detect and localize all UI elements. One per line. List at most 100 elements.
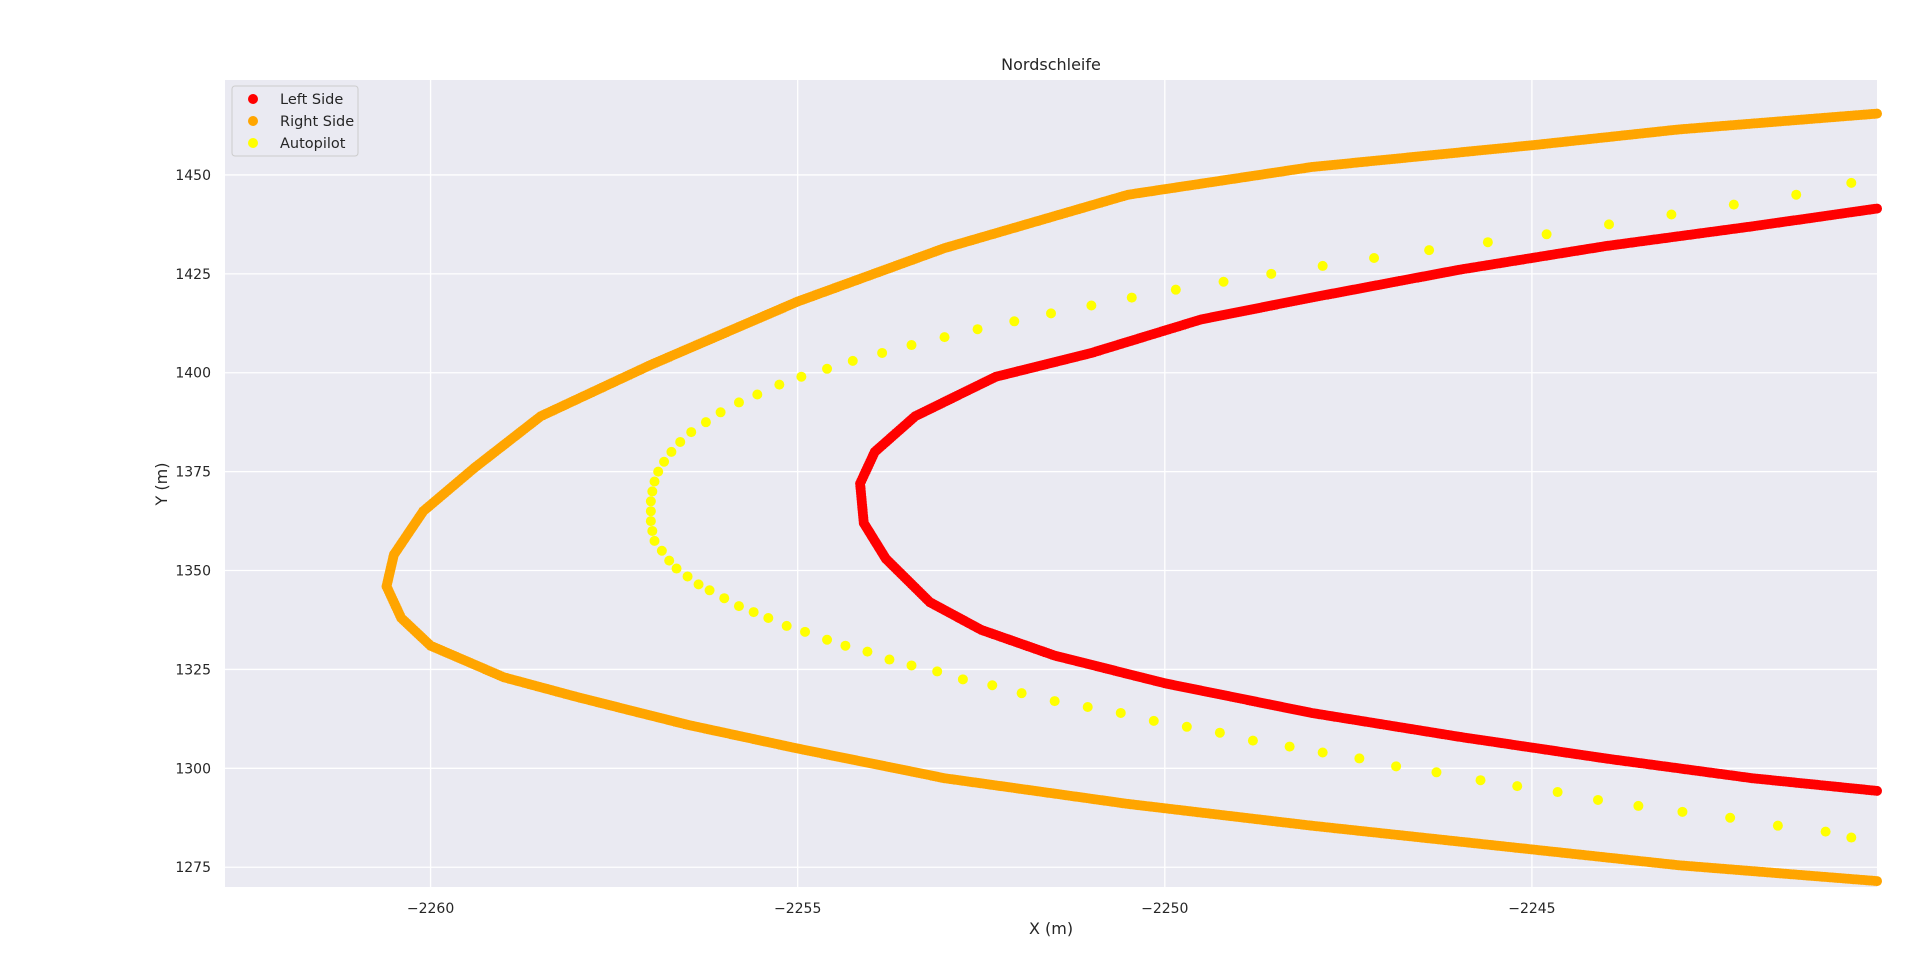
autopilot-point — [700, 417, 711, 428]
autopilot-point — [796, 371, 807, 382]
autopilot-point — [1082, 702, 1093, 713]
autopilot-point — [1677, 806, 1688, 817]
autopilot-point — [884, 654, 895, 665]
autopilot-point — [847, 355, 858, 366]
boundary-point — [1872, 203, 1882, 214]
autopilot-point — [840, 640, 851, 651]
autopilot-point — [1482, 237, 1493, 248]
autopilot-point — [1604, 219, 1615, 230]
autopilot-point — [748, 607, 759, 618]
y-tick-label: 1350 — [175, 564, 211, 580]
autopilot-point — [822, 363, 833, 374]
tick-labels: −2260 −2255 −2250 −2245 1275 1300 1325 1350 1375… — [175, 168, 1555, 917]
autopilot-point — [752, 389, 763, 400]
autopilot-point — [715, 407, 726, 418]
grid-lines — [225, 80, 1877, 887]
autopilot-point — [1016, 688, 1027, 699]
legend-marker-right-side — [248, 116, 258, 126]
autopilot-point — [822, 634, 833, 645]
autopilot-point — [1424, 245, 1435, 256]
chart-title: Nordschleife — [1001, 55, 1101, 74]
autopilot-point — [664, 555, 675, 566]
x-tick-label: −2250 — [1141, 901, 1188, 917]
autopilot-point — [1633, 800, 1644, 811]
autopilot-point — [1772, 820, 1783, 831]
autopilot-point — [781, 620, 792, 631]
legend-marker-left-side — [248, 94, 258, 104]
autopilot-point — [906, 660, 917, 671]
boundary-point — [1872, 108, 1882, 119]
autopilot-point — [645, 516, 656, 527]
autopilot-point — [1369, 253, 1380, 264]
autopilot-point — [1475, 775, 1486, 786]
autopilot-point — [1391, 761, 1402, 772]
autopilot-point — [1218, 276, 1229, 287]
autopilot-point — [656, 545, 667, 556]
legend-marker-autopilot — [248, 138, 258, 148]
x-tick-label: −2255 — [774, 901, 821, 917]
autopilot-point — [733, 397, 744, 408]
autopilot-point — [653, 466, 664, 477]
autopilot-point — [1214, 727, 1225, 738]
autopilot-point — [1115, 707, 1126, 718]
autopilot-point — [1552, 787, 1563, 798]
autopilot-point — [987, 680, 998, 691]
autopilot-point — [800, 626, 811, 637]
autopilot-point — [862, 646, 873, 657]
y-tick-label: 1400 — [175, 366, 211, 382]
autopilot-point — [1728, 199, 1739, 210]
y-tick-label: 1325 — [175, 662, 211, 678]
autopilot-point — [1846, 177, 1857, 188]
autopilot-point — [1046, 308, 1056, 319]
x-tick-label: −2260 — [407, 901, 454, 917]
y-tick-label: 1450 — [175, 168, 211, 184]
series-layer — [381, 108, 1882, 887]
autopilot-point — [719, 593, 730, 604]
autopilot-point — [1126, 292, 1137, 303]
autopilot-point — [1049, 696, 1060, 707]
legend-box — [231, 85, 359, 157]
autopilot-point — [733, 601, 744, 612]
y-tick-label: 1425 — [175, 267, 211, 283]
autopilot-point — [1317, 260, 1328, 271]
autopilot-point — [645, 496, 656, 507]
autopilot-point — [1170, 284, 1181, 295]
autopilot-point — [1541, 229, 1552, 240]
autopilot-point — [1666, 209, 1677, 220]
autopilot-point — [645, 506, 656, 517]
autopilot-point — [932, 666, 943, 677]
autopilot-point — [647, 486, 658, 497]
y-tick-label: 1275 — [175, 860, 211, 876]
legend: Left Side Right Side Autopilot — [231, 85, 359, 157]
autopilot-point — [763, 613, 774, 623]
autopilot-point — [774, 379, 785, 390]
series-autopilot — [645, 177, 1857, 843]
autopilot-point — [1181, 721, 1192, 732]
autopilot-point — [682, 571, 693, 582]
autopilot-point — [649, 535, 660, 546]
autopilot-point — [1354, 753, 1365, 764]
autopilot-point — [877, 347, 888, 358]
autopilot-point — [906, 340, 917, 351]
y-axis-label: Y (m) — [152, 463, 171, 507]
legend-label-left-side: Left Side — [280, 92, 343, 108]
autopilot-point — [671, 563, 682, 574]
autopilot-point — [957, 674, 968, 685]
autopilot-point — [972, 324, 983, 335]
autopilot-point — [1431, 767, 1442, 778]
autopilot-point — [686, 427, 697, 438]
y-tick-label: 1300 — [175, 761, 211, 777]
autopilot-point — [1284, 741, 1295, 752]
autopilot-point — [659, 456, 670, 467]
autopilot-point — [1725, 812, 1736, 823]
autopilot-point — [1820, 826, 1831, 837]
autopilot-point — [1317, 747, 1328, 758]
autopilot-point — [647, 525, 658, 536]
legend-label-right-side: Right Side — [280, 114, 354, 130]
autopilot-point — [666, 446, 677, 457]
autopilot-point — [693, 579, 704, 590]
legend-label-autopilot: Autopilot — [280, 136, 346, 152]
autopilot-point — [1148, 715, 1159, 726]
autopilot-point — [1791, 189, 1802, 200]
